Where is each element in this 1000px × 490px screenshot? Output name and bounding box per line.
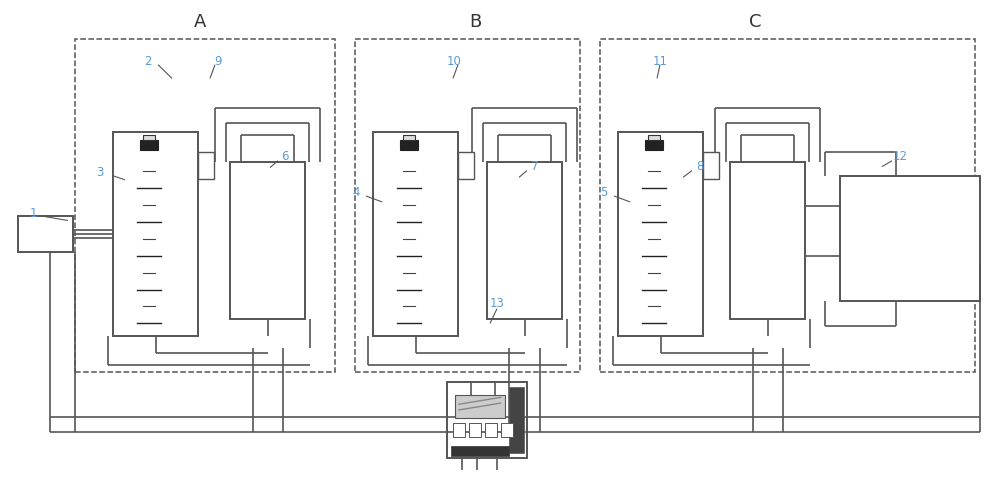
Text: 4: 4 bbox=[352, 186, 360, 198]
Bar bbox=[453, 423, 465, 437]
Bar bbox=[618, 132, 703, 336]
Bar bbox=[509, 387, 524, 453]
Bar bbox=[447, 382, 527, 458]
Text: C: C bbox=[749, 13, 761, 31]
Bar bbox=[840, 176, 980, 301]
Text: 3: 3 bbox=[96, 166, 104, 179]
Bar bbox=[403, 135, 415, 140]
Text: 6: 6 bbox=[281, 150, 289, 163]
Bar bbox=[140, 140, 158, 150]
Bar bbox=[487, 162, 562, 318]
Text: 1: 1 bbox=[29, 207, 37, 220]
Bar bbox=[451, 445, 509, 456]
Text: A: A bbox=[194, 13, 206, 31]
Bar bbox=[143, 135, 155, 140]
Bar bbox=[230, 162, 305, 318]
Text: 8: 8 bbox=[696, 160, 704, 173]
Bar bbox=[355, 39, 580, 372]
Text: B: B bbox=[469, 13, 481, 31]
Text: 10: 10 bbox=[447, 55, 461, 68]
Bar bbox=[458, 152, 474, 179]
Bar bbox=[600, 39, 975, 372]
Text: 7: 7 bbox=[531, 160, 539, 173]
Bar bbox=[198, 152, 214, 179]
Bar bbox=[485, 423, 497, 437]
Text: 11: 11 bbox=[652, 55, 668, 68]
Text: 13: 13 bbox=[490, 297, 504, 310]
Bar bbox=[648, 135, 660, 140]
Bar bbox=[469, 423, 481, 437]
Bar bbox=[400, 140, 418, 150]
Bar bbox=[703, 152, 719, 179]
Bar bbox=[373, 132, 458, 336]
Bar bbox=[645, 140, 663, 150]
Bar bbox=[730, 162, 805, 318]
Bar bbox=[18, 216, 73, 252]
Bar bbox=[75, 39, 335, 372]
Text: 12: 12 bbox=[893, 150, 908, 163]
Bar bbox=[501, 423, 513, 437]
Text: 9: 9 bbox=[214, 55, 222, 68]
Text: 2: 2 bbox=[144, 55, 152, 68]
Bar bbox=[455, 395, 505, 418]
Bar bbox=[113, 132, 198, 336]
Text: 5: 5 bbox=[600, 186, 608, 198]
